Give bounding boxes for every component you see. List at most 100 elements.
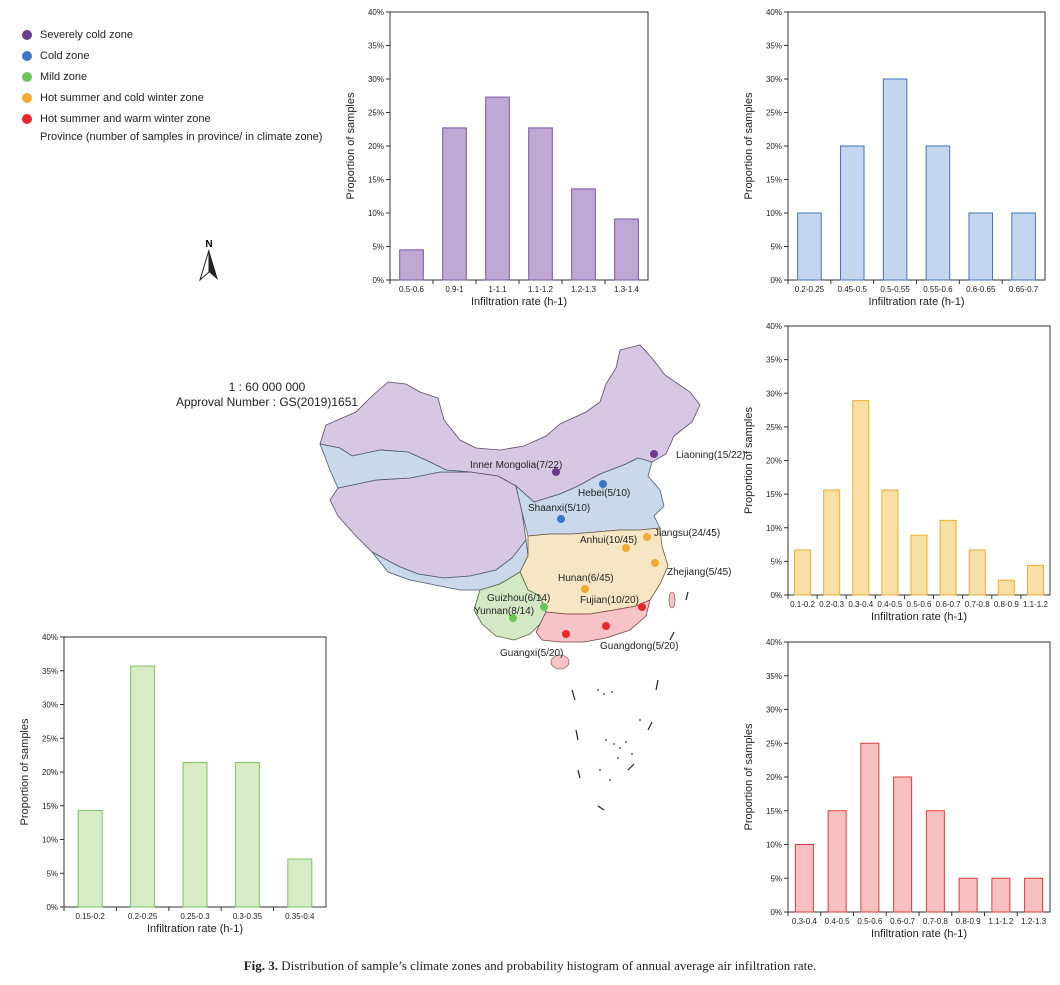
- legend-label: Hot summer and cold winter zone: [40, 91, 204, 104]
- province-marker: [638, 603, 646, 611]
- y-tick-label: 20%: [766, 773, 782, 782]
- legend-label: Severely cold zone: [40, 28, 133, 41]
- y-tick-label: 30%: [766, 75, 782, 84]
- y-tick-label: 35%: [766, 672, 782, 681]
- province-label: Guangdong(5/20): [600, 641, 678, 652]
- province-marker: [557, 515, 565, 523]
- y-tick-label: 40%: [368, 8, 384, 17]
- x-tick-label: 0.8-0.9: [994, 600, 1019, 609]
- taiwan-island: [668, 591, 676, 609]
- x-tick-label: 1.2-1.3: [571, 285, 596, 294]
- x-tick-label: 0.5-0.6: [907, 600, 932, 609]
- province-label: Fujian(10/20): [580, 595, 639, 606]
- y-tick-label: 10%: [766, 524, 782, 533]
- chart-severely-cold: 0% 5% 10% 15% 20% 25% 30% 35% 40% 0.5-0.6 0.9-1 1-1…: [345, 8, 649, 308]
- province-label: Hunan(6/45): [558, 573, 614, 584]
- y-tick-label: 15%: [766, 490, 782, 499]
- x-tick-label: 0.8-0.9: [956, 917, 981, 926]
- y-tick-label: 0%: [372, 276, 384, 285]
- y-tick-label: 15%: [368, 176, 384, 185]
- province-label: Inner Mongolia(7/22): [470, 460, 562, 471]
- y-tick-label: 0%: [770, 591, 782, 600]
- province-marker: [602, 622, 610, 630]
- y-tick-label: 25%: [766, 739, 782, 748]
- legend-label: Hot summer and warm winter zone: [40, 112, 211, 125]
- south-sea-dashes: [571, 591, 689, 811]
- x-tick-label: 0.6-0.7: [936, 600, 961, 609]
- y-tick-label: 5%: [770, 874, 782, 883]
- legend-dot-icon: [22, 29, 32, 40]
- x-axis-label: Infiltration rate (h-1): [871, 928, 967, 940]
- x-tick-label: 0.7-0.8: [965, 600, 990, 609]
- province-marker: [643, 533, 651, 541]
- legend-dot-icon: [22, 92, 32, 103]
- x-tick-label: 0.3-0.4: [848, 600, 873, 609]
- bar: [182, 762, 208, 908]
- province-marker: [562, 630, 570, 638]
- approval-number: Approval Number : GS(2019)1651: [175, 395, 359, 409]
- y-tick-label: 5%: [770, 243, 782, 252]
- bar: [939, 519, 957, 596]
- legend-label: Cold zone: [40, 49, 90, 62]
- x-tick-label: 0.5-0.6: [857, 917, 882, 926]
- bar: [997, 579, 1015, 596]
- bar: [485, 96, 510, 281]
- bar: [794, 549, 812, 596]
- bar: [614, 218, 639, 281]
- y-tick-label: 15%: [766, 807, 782, 816]
- legend-note: Province (number of samples in province/…: [40, 131, 323, 143]
- y-tick-label: 30%: [42, 701, 58, 710]
- legend-item: Cold zone: [22, 45, 322, 66]
- bar: [839, 145, 865, 281]
- province-label: Hebei(5/10): [578, 488, 630, 499]
- y-axis-label: Proportion of samples: [345, 92, 357, 199]
- province-marker: [581, 585, 589, 593]
- y-axis-label: Proportion of samples: [743, 723, 755, 830]
- bar: [1026, 564, 1044, 596]
- bar: [882, 78, 908, 281]
- caption-text: Distribution of sample’s climate zones a…: [281, 958, 817, 973]
- x-axis-label: Infiltration rate (h-1): [147, 923, 243, 935]
- y-tick-label: 30%: [766, 389, 782, 398]
- figure-caption: Fig. 3. Distribution of sample’s climate…: [0, 958, 1060, 974]
- x-tick-label: 1.1-1.2: [988, 917, 1013, 926]
- x-tick-label: 0.2-0.25: [795, 285, 825, 294]
- map-scale-block: 1 : 60 000 000 Approval Number : GS(2019…: [172, 380, 362, 410]
- chart-frame: [389, 11, 649, 281]
- y-tick-label: 35%: [368, 42, 384, 51]
- x-tick-label: 1.2-1.3: [1021, 917, 1046, 926]
- legend-dot-icon: [22, 50, 32, 61]
- y-axis-label: Proportion of samples: [19, 718, 31, 825]
- y-tick-label: 25%: [368, 109, 384, 118]
- province-marker: [599, 480, 607, 488]
- y-tick-label: 0%: [770, 276, 782, 285]
- y-axis-label: Proportion of samples: [743, 407, 755, 514]
- bar: [797, 212, 822, 281]
- y-tick-label: 20%: [766, 142, 782, 151]
- bar: [571, 188, 596, 281]
- x-tick-label: 0.5-0.55: [880, 285, 910, 294]
- bar: [442, 127, 467, 281]
- y-tick-label: 40%: [42, 633, 58, 642]
- legend-dot-icon: [22, 113, 32, 124]
- bar: [852, 400, 870, 596]
- province-marker: [552, 468, 560, 476]
- bar: [910, 534, 928, 596]
- y-tick-label: 25%: [766, 423, 782, 432]
- province-marker: [540, 603, 548, 611]
- y-tick-label: 35%: [766, 356, 782, 365]
- china-climate-map: Inner Mongolia(7/22) Liaoning(15/22) Hebei…: [319, 344, 746, 811]
- x-tick-label: 0.45-0.5: [838, 285, 868, 294]
- bar: [77, 809, 103, 908]
- y-tick-label: 40%: [766, 8, 782, 17]
- x-tick-label: 0.4-0.5: [877, 600, 902, 609]
- y-tick-label: 25%: [42, 734, 58, 743]
- x-tick-label: 0.9-1: [445, 285, 464, 294]
- bar: [925, 145, 951, 281]
- bar: [399, 249, 424, 281]
- x-axis-label: Infiltration rate (h-1): [869, 296, 965, 308]
- bar: [234, 762, 260, 908]
- x-tick-label: 0.4-0.5: [825, 917, 850, 926]
- bar: [827, 810, 847, 913]
- y-tick-label: 0%: [770, 908, 782, 917]
